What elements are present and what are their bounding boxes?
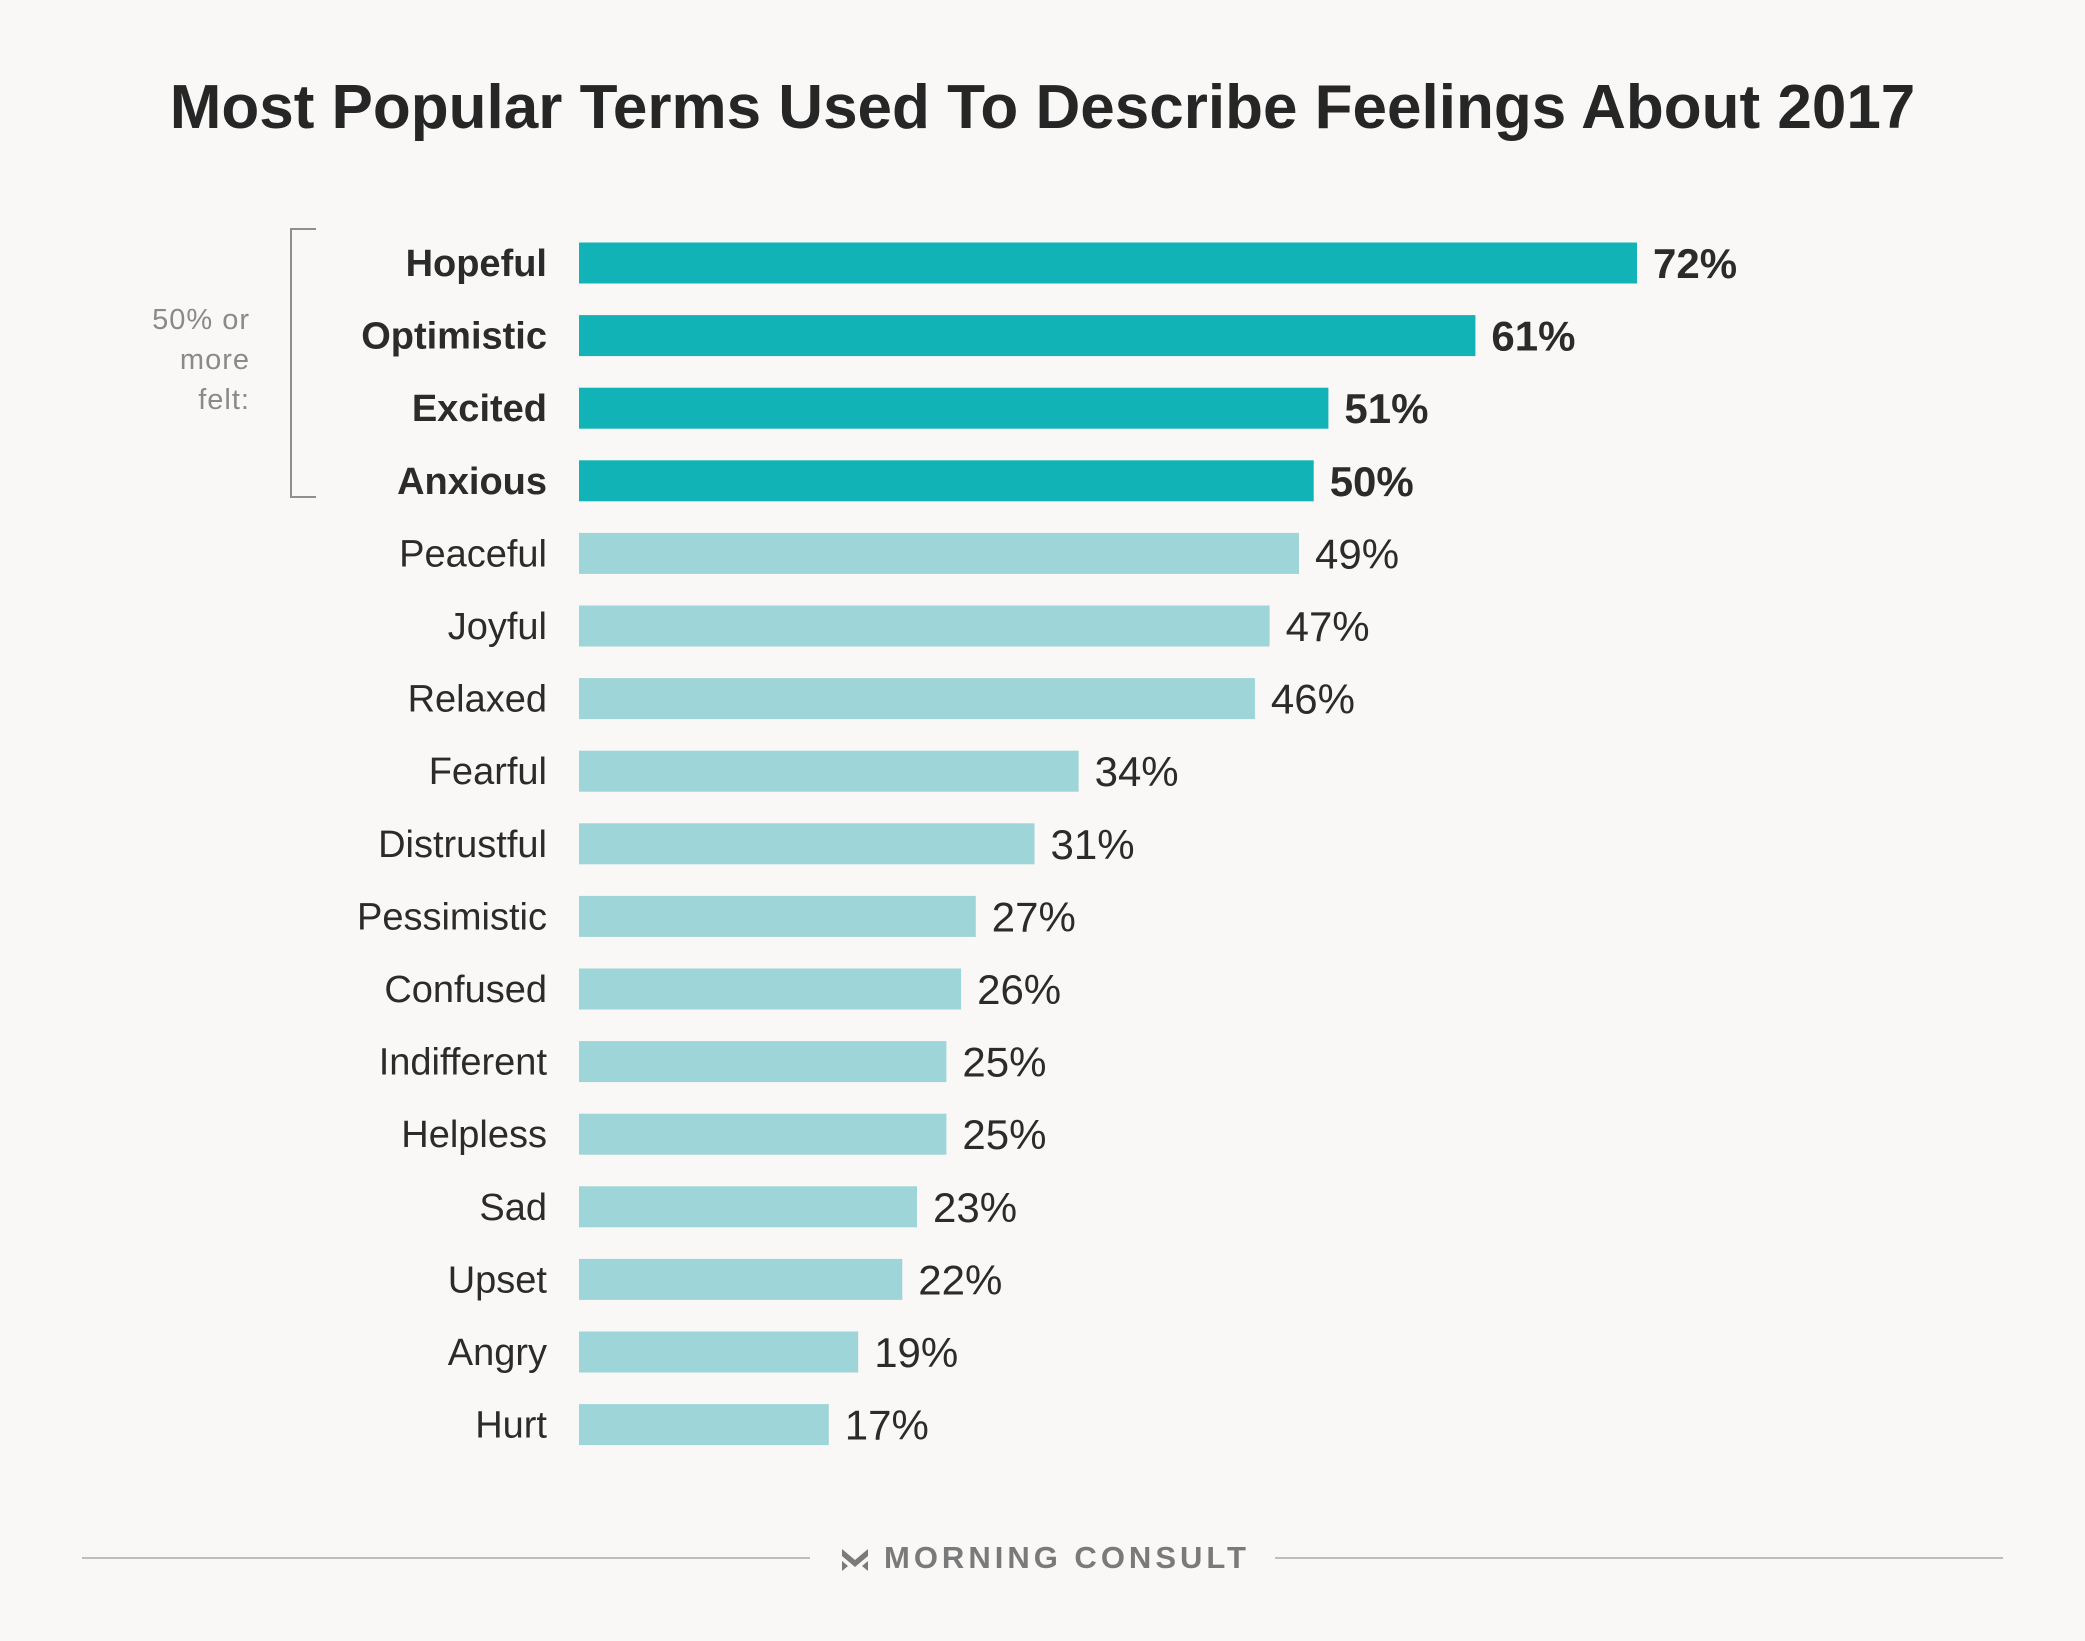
value-label: 72% xyxy=(1653,240,1737,287)
annotation-line: felt: xyxy=(198,384,250,416)
value-label: 23% xyxy=(933,1184,1017,1231)
bar-pessimistic xyxy=(579,895,976,937)
bar-indifferent xyxy=(579,1041,947,1083)
value-label: 34% xyxy=(1095,748,1179,795)
bar-upset xyxy=(579,1258,903,1300)
category-label: Peaceful xyxy=(399,533,547,575)
bar-chart: Hopeful 72% Optimistic 61% Excited 51% Anxious… xyxy=(357,240,1737,1449)
value-label: 47% xyxy=(1286,603,1370,650)
value-label: 17% xyxy=(845,1402,929,1449)
category-label: Helpless xyxy=(401,1114,547,1156)
bar-confused xyxy=(579,968,962,1010)
bar-peaceful xyxy=(579,532,1299,574)
category-label: Anxious xyxy=(397,461,547,503)
category-label: Upset xyxy=(448,1259,548,1301)
value-label: 61% xyxy=(1491,313,1575,360)
footer-divider-left xyxy=(82,1557,810,1559)
bar-helpless xyxy=(579,1113,947,1155)
bar-joyful xyxy=(579,605,1270,647)
category-label: Joyful xyxy=(448,606,547,648)
brand-name: MORNING CONSULT xyxy=(884,1540,1250,1575)
bar-hopeful xyxy=(579,242,1637,284)
bar-hurt xyxy=(579,1404,829,1446)
value-label: 25% xyxy=(962,1111,1046,1158)
value-label: 31% xyxy=(1051,821,1135,868)
highlight-bracket xyxy=(290,228,316,498)
bar-fearful xyxy=(579,750,1079,792)
category-label: Hopeful xyxy=(406,243,547,285)
value-label: 25% xyxy=(962,1039,1046,1086)
category-label: Distrustful xyxy=(378,824,547,866)
category-label: Relaxed xyxy=(408,679,547,721)
bracket-annotation: 50% or more felt: xyxy=(90,300,250,420)
value-label: 49% xyxy=(1315,530,1399,577)
category-label: Fearful xyxy=(429,751,547,793)
value-label: 46% xyxy=(1271,676,1355,723)
value-label: 26% xyxy=(977,966,1061,1013)
bar-optimistic xyxy=(579,315,1476,357)
category-label: Angry xyxy=(448,1332,547,1374)
bar-excited xyxy=(579,387,1329,429)
category-label: Excited xyxy=(412,388,547,430)
annotation-line: 50% or xyxy=(152,304,250,336)
bar-anxious xyxy=(579,460,1314,502)
footer-brand: MORNING CONSULT xyxy=(840,1538,1250,1578)
bar-relaxed xyxy=(579,678,1255,720)
category-label: Pessimistic xyxy=(357,896,547,938)
category-label: Hurt xyxy=(475,1405,547,1447)
bar-sad xyxy=(579,1186,917,1228)
value-label: 27% xyxy=(992,893,1076,940)
annotation-line: more xyxy=(179,344,250,376)
footer-divider-right xyxy=(1275,1557,2003,1559)
morning-consult-logo-icon xyxy=(842,1549,868,1571)
category-label: Indifferent xyxy=(379,1042,548,1084)
value-label: 19% xyxy=(874,1329,958,1376)
category-label: Confused xyxy=(384,969,547,1011)
category-label: Optimistic xyxy=(361,316,547,358)
chart-title: Most Popular Terms Used To Describe Feel… xyxy=(169,73,1916,142)
value-label: 50% xyxy=(1330,458,1414,505)
bar-angry xyxy=(579,1331,859,1373)
value-label: 22% xyxy=(918,1256,1002,1303)
value-label: 51% xyxy=(1344,385,1428,432)
bar-distrustful xyxy=(579,823,1035,865)
category-label: Sad xyxy=(479,1187,547,1229)
